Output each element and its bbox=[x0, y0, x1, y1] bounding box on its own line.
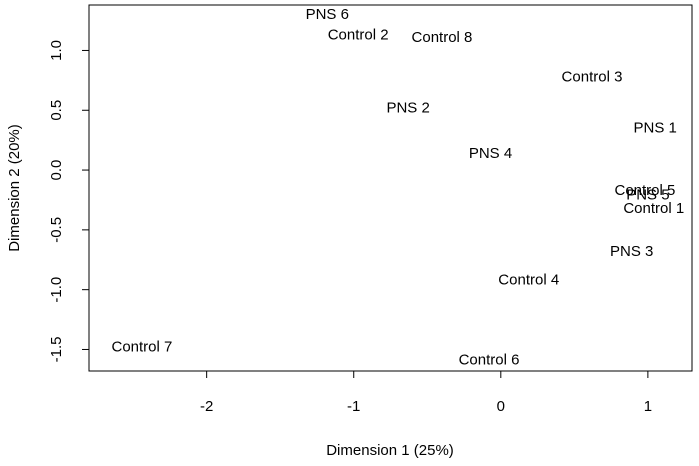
point-label: PNS 3 bbox=[610, 243, 653, 260]
point-label: PNS 1 bbox=[634, 120, 677, 137]
y-axis-title: Dimension 2 (20%) bbox=[6, 124, 23, 252]
x-tick-label: -1 bbox=[347, 398, 360, 415]
y-axis: -1.5 -1.0 -0.5 0.0 0.5 1.0 bbox=[48, 40, 90, 363]
x-axis: -2 -1 0 1 bbox=[200, 370, 652, 415]
y-tick-label: 1.0 bbox=[48, 40, 65, 61]
plot-frame bbox=[88, 4, 693, 372]
y-tick-label: -1.5 bbox=[48, 337, 65, 363]
y-tick-label: 0.5 bbox=[48, 100, 65, 121]
point-label: PNS 2 bbox=[386, 99, 429, 116]
x-tick-label: 0 bbox=[497, 398, 505, 415]
point-label: Control 8 bbox=[412, 29, 473, 46]
point-label: PNS 4 bbox=[469, 145, 512, 162]
point-label: Control 4 bbox=[498, 272, 559, 289]
point-label: Control 6 bbox=[459, 352, 520, 369]
y-tick-label: -0.5 bbox=[48, 217, 65, 243]
y-tick-label: 0.0 bbox=[48, 160, 65, 181]
point-label: Control 7 bbox=[112, 339, 173, 356]
point-label: Control 2 bbox=[328, 26, 389, 43]
point-label: Control 3 bbox=[562, 68, 623, 85]
y-tick-label: -1.0 bbox=[48, 277, 65, 303]
x-tick-label: -2 bbox=[200, 398, 213, 415]
point-label: PNS 5 bbox=[626, 187, 669, 204]
x-tick-label: 1 bbox=[644, 398, 652, 415]
data-labels: PNS 6 Control 2 Control 8 Control 3 PNS 2 PNS… bbox=[112, 6, 685, 369]
point-label: Control 1 bbox=[623, 200, 684, 217]
point-label: Control 5 bbox=[614, 182, 675, 199]
x-axis-title: Dimension 1 (25%) bbox=[326, 442, 454, 459]
point-label: PNS 6 bbox=[306, 6, 349, 23]
